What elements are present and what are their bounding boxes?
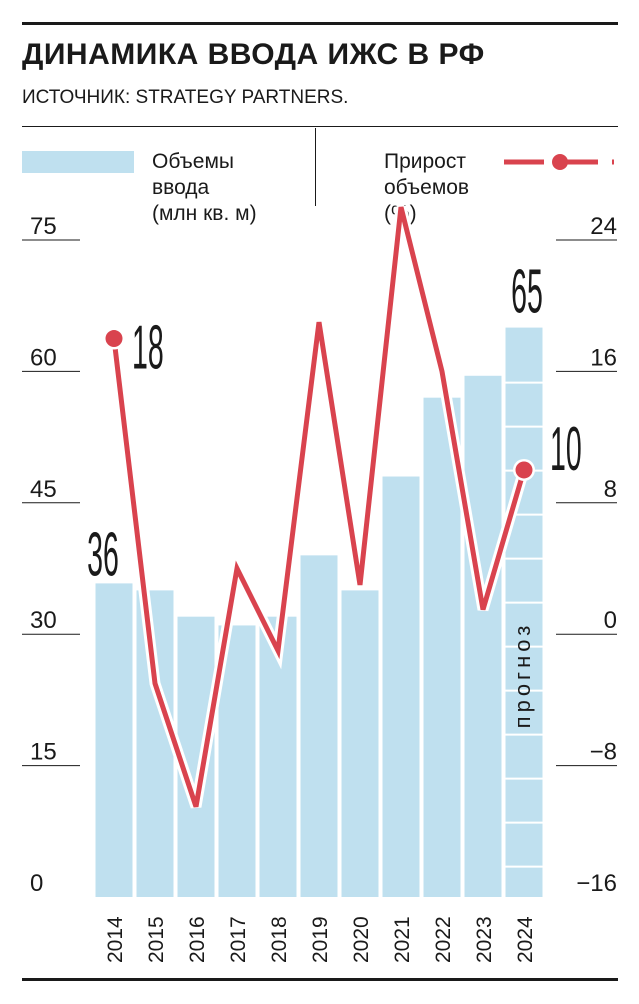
forecast-label: прогноз — [510, 622, 535, 729]
legend-divider — [315, 128, 316, 206]
data-label: 10 — [550, 415, 582, 484]
line-point — [515, 461, 533, 479]
legend-line-line2: объемов — [384, 176, 470, 199]
bar — [423, 397, 461, 897]
left-tick-label: 0 — [30, 870, 43, 897]
x-tick-label: 2023 — [473, 916, 496, 963]
x-tick-label: 2021 — [391, 916, 414, 963]
x-tick-label: 2015 — [145, 916, 168, 963]
legend-bar-swatch — [22, 151, 134, 173]
x-tick-label: 2016 — [186, 916, 209, 963]
bar — [136, 590, 174, 897]
left-tick-label: 30 — [30, 607, 57, 634]
bar — [464, 375, 502, 897]
x-tick-label: 2020 — [350, 916, 373, 963]
right-tick-label: 8 — [604, 476, 617, 503]
legend-line-line1: Прирост — [384, 150, 466, 173]
right-tick-label: 16 — [590, 344, 617, 371]
right-tick-label: −8 — [590, 739, 617, 766]
growth-line — [111, 206, 527, 808]
right-tick-label: −16 — [576, 870, 617, 897]
x-tick-label: 2014 — [104, 916, 127, 963]
legend-bars-line3: (млн кв. м) — [152, 202, 257, 225]
x-tick-label: 2024 — [514, 916, 537, 963]
legend-bars-line1: Объемы — [152, 150, 235, 173]
bar — [341, 590, 379, 897]
chart-title: ДИНАМИКА ВВОДА ИЖС В РФ — [22, 38, 485, 71]
left-tick-label: 45 — [30, 476, 57, 503]
right-tick-label: 0 — [604, 607, 617, 634]
x-tick-label: 2019 — [309, 916, 332, 963]
x-tick-label: 2017 — [227, 916, 250, 963]
right-tick-label: 24 — [590, 213, 617, 240]
chart-source: ИСТОЧНИК: STRATEGY PARTNERS. — [22, 87, 349, 108]
bar — [95, 583, 133, 897]
data-label: 65 — [511, 257, 543, 326]
legend-bars-line2: ввода — [152, 176, 210, 199]
bar — [382, 476, 420, 897]
bar — [259, 616, 297, 897]
x-tick-label: 2022 — [432, 916, 455, 963]
x-tick-label: 2018 — [268, 916, 291, 963]
bar — [505, 327, 543, 898]
left-tick-label: 60 — [30, 344, 57, 371]
data-label: 18 — [132, 313, 164, 382]
bar — [300, 555, 338, 897]
left-tick-label: 75 — [30, 213, 57, 240]
left-tick-label: 15 — [30, 739, 57, 766]
top-rule — [22, 22, 618, 25]
header-rule — [22, 126, 618, 127]
data-label: 36 — [87, 520, 119, 589]
bottom-rule — [22, 978, 618, 981]
line-point — [105, 330, 123, 348]
legend-line-swatch — [504, 154, 614, 170]
